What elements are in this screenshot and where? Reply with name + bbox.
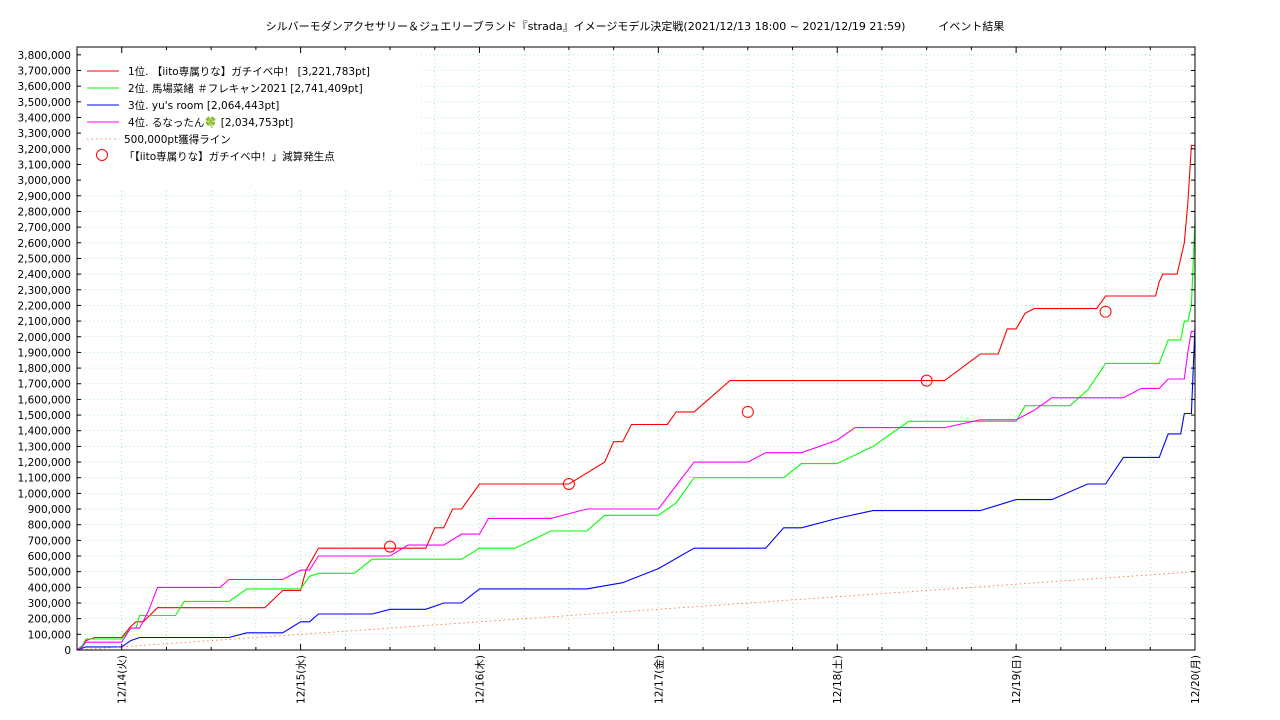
- y-tick-label: 300,000: [28, 598, 71, 610]
- y-tick-label: 1,800,000: [18, 363, 71, 375]
- series-line-5: [76, 571, 1196, 651]
- y-tick-label: 1,200,000: [18, 457, 71, 469]
- legend-label: 3位. yu's room [2,064,443pt]: [128, 99, 279, 112]
- marker-points: [384, 305, 1112, 553]
- y-tick-label: 3,400,000: [18, 112, 71, 124]
- x-tick-label: 12/20(月): [1190, 655, 1202, 704]
- x-tick-label: 12/14(火): [117, 655, 129, 704]
- y-tick-label: 0: [64, 645, 71, 657]
- y-tick-label: 400,000: [28, 582, 71, 594]
- y-tick-label: 600,000: [28, 551, 71, 563]
- y-tick-label: 3,600,000: [18, 81, 71, 93]
- x-tick-label: 12/17(金): [652, 655, 665, 704]
- y-tick-label: 3,800,000: [18, 50, 71, 62]
- legend-label: 500,000pt獲得ライン: [124, 133, 231, 146]
- y-tick-label: 700,000: [28, 535, 71, 547]
- marker-point: [741, 405, 754, 418]
- y-tick-label: 2,200,000: [18, 300, 71, 312]
- series-line-4: [76, 330, 1195, 651]
- legend-label: 2位. 馬場菜緒 ＃フレキャン2021 [2,741,409pt]: [128, 82, 363, 95]
- y-tick-label: 1,500,000: [18, 410, 71, 422]
- y-tick-label: 2,800,000: [18, 206, 71, 218]
- legend: 1位. 【iito専属りな】ガチイベ中！ [3,221,783pt] 2位. 馬場…: [81, 53, 419, 188]
- y-tick-label: 1,300,000: [18, 441, 71, 453]
- y-tick-label: 2,500,000: [18, 253, 71, 265]
- legend-label: 1位. 【iito専属りな】ガチイベ中！ [3,221,783pt]: [128, 65, 370, 78]
- y-tick-label: 1,700,000: [18, 379, 71, 391]
- y-tick-label: 1,400,000: [18, 426, 71, 438]
- y-tick-label: 3,500,000: [18, 97, 71, 109]
- plot-frame: [76, 46, 1196, 651]
- marker-point: [384, 540, 397, 553]
- y-tick-label: 100,000: [28, 629, 71, 641]
- y-tick-label: 3,700,000: [18, 65, 71, 77]
- y-tick-label: 2,300,000: [18, 285, 71, 297]
- series-line-1: [76, 144, 1195, 651]
- y-tick-label: 200,000: [28, 614, 71, 626]
- y-tick-label: 2,100,000: [18, 316, 71, 328]
- axes: 0 100,000 200,000 300,000 400,000 500,000 600,…: [18, 47, 1202, 704]
- series-line-2: [76, 220, 1196, 651]
- x-tick-label: 12/16(木): [474, 655, 486, 704]
- y-tick-label: 2,700,000: [18, 222, 71, 234]
- y-tick-label: 3,300,000: [18, 128, 71, 140]
- y-tick-label: 900,000: [28, 504, 71, 516]
- y-tick-label: 3,200,000: [18, 144, 71, 156]
- y-tick-label: 3,100,000: [18, 159, 71, 171]
- series-lines: [76, 144, 1196, 651]
- legend-marker-swatch: [96, 149, 108, 161]
- x-tick-label: 12/18(土): [831, 655, 844, 704]
- marker-point: [562, 477, 575, 490]
- y-tick-label: 2,600,000: [18, 238, 71, 250]
- y-tick-label: 2,000,000: [18, 332, 71, 344]
- y-tick-label: 500,000: [28, 567, 71, 579]
- marker-point: [920, 374, 933, 387]
- x-tick-label: 12/15(水): [296, 655, 308, 704]
- series-line-3: [76, 326, 1196, 651]
- y-tick-label: 3,000,000: [18, 175, 71, 187]
- legend-label: 4位. るなったん🍀 [2,034,753pt]: [128, 116, 293, 129]
- y-tick-label: 2,400,000: [18, 269, 71, 281]
- y-tick-label: 2,900,000: [18, 191, 71, 203]
- x-tick-label: 12/19(日): [1011, 655, 1023, 704]
- legend-box: [81, 53, 419, 188]
- y-tick-label: 1,000,000: [18, 488, 71, 500]
- y-tick-label: 1,600,000: [18, 394, 71, 406]
- legend-label: 「【iito専属りな】ガチイベ中！」減算発生点: [124, 150, 335, 163]
- y-tick-label: 800,000: [28, 520, 71, 532]
- y-tick-label: 1,900,000: [18, 347, 71, 359]
- marker-point: [1099, 305, 1112, 318]
- chart-title: シルバーモダンアクセサリー＆ジュエリーブランド『strada』イメージモデル決定…: [266, 19, 1005, 33]
- y-tick-label: 1,100,000: [18, 473, 71, 485]
